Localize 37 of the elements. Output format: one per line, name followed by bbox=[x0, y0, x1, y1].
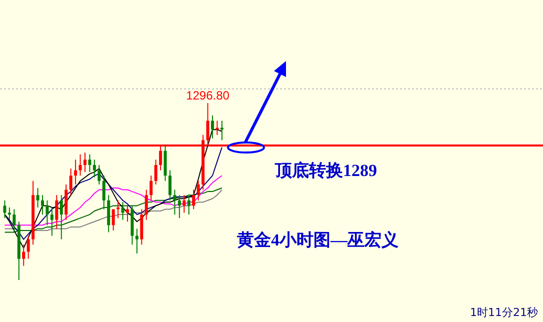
ref-line-label: 顶底转换1289 bbox=[274, 160, 377, 180]
candlestick bbox=[126, 205, 129, 222]
candlestick bbox=[173, 189, 176, 216]
candlestick bbox=[22, 244, 26, 266]
candlestick bbox=[178, 194, 181, 219]
candlestick bbox=[168, 170, 172, 201]
candlestick bbox=[50, 206, 54, 236]
candlestick bbox=[40, 194, 44, 216]
candlestick bbox=[98, 164, 101, 185]
candlestick bbox=[83, 152, 86, 173]
candlestick bbox=[69, 168, 72, 196]
candlestick bbox=[78, 154, 82, 176]
candlestick bbox=[46, 200, 49, 226]
candlestick bbox=[150, 175, 153, 201]
candlestick bbox=[135, 228, 138, 254]
candlestick bbox=[196, 180, 200, 201]
candlestick bbox=[187, 194, 190, 216]
candlestick bbox=[92, 159, 96, 178]
candlestick bbox=[144, 189, 148, 220]
candlestick bbox=[192, 189, 196, 210]
text: 黄金4小时图—巫宏义 bbox=[236, 230, 398, 250]
candlestick bbox=[60, 194, 63, 240]
text: 1时11分21秒 bbox=[470, 306, 538, 319]
candlestick bbox=[154, 159, 158, 185]
candlestick bbox=[36, 187, 40, 208]
candlestick bbox=[26, 235, 30, 260]
candlestick bbox=[3, 200, 6, 219]
candlestick bbox=[182, 194, 186, 214]
candlestick bbox=[88, 154, 92, 173]
candlestick bbox=[55, 194, 58, 230]
candlestick bbox=[74, 159, 78, 185]
candlestick bbox=[12, 208, 16, 233]
candlestick bbox=[121, 202, 124, 220]
candlestick bbox=[102, 175, 106, 210]
candlestick bbox=[210, 114, 214, 139]
annotation: 1296.80 bbox=[186, 88, 230, 102]
candlestick bbox=[112, 208, 115, 231]
